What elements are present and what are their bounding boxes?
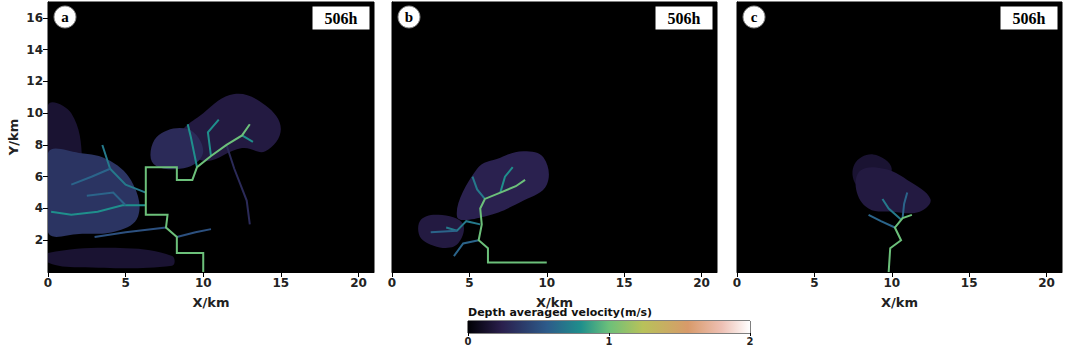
svg-text:10: 10 — [26, 106, 43, 120]
svg-text:5: 5 — [810, 276, 818, 290]
svg-text:b: b — [405, 9, 413, 25]
svg-text:1: 1 — [606, 336, 613, 347]
svg-text:506h: 506h — [668, 10, 701, 27]
svg-text:Y/km: Y/km — [6, 119, 21, 156]
svg-text:0: 0 — [733, 276, 741, 290]
svg-text:5: 5 — [121, 276, 129, 290]
svg-text:2: 2 — [35, 233, 43, 247]
svg-text:14: 14 — [26, 43, 43, 57]
svg-text:c: c — [751, 9, 758, 25]
svg-text:4: 4 — [35, 201, 43, 215]
svg-text:10: 10 — [195, 276, 212, 290]
svg-text:16: 16 — [26, 11, 43, 25]
svg-text:a: a — [61, 9, 69, 25]
svg-text:10: 10 — [538, 276, 555, 290]
svg-text:6: 6 — [35, 170, 43, 184]
svg-text:15: 15 — [961, 276, 978, 290]
svg-text:506h: 506h — [1013, 10, 1046, 27]
svg-text:X/km: X/km — [536, 295, 573, 310]
svg-text:5: 5 — [465, 276, 473, 290]
svg-text:20: 20 — [350, 276, 367, 290]
svg-text:0: 0 — [465, 336, 472, 347]
svg-text:8: 8 — [35, 138, 43, 152]
svg-text:Depth averaged velocity(m/s): Depth averaged velocity(m/s) — [468, 306, 653, 319]
svg-text:2: 2 — [747, 336, 754, 347]
svg-text:20: 20 — [693, 276, 710, 290]
svg-text:15: 15 — [616, 276, 633, 290]
svg-text:0: 0 — [44, 276, 52, 290]
svg-text:X/km: X/km — [193, 295, 230, 310]
svg-text:10: 10 — [883, 276, 900, 290]
svg-text:12: 12 — [26, 74, 43, 88]
svg-text:X/km: X/km — [881, 295, 918, 310]
svg-text:506h: 506h — [325, 10, 358, 27]
svg-text:15: 15 — [273, 276, 290, 290]
svg-text:0: 0 — [388, 276, 396, 290]
svg-text:20: 20 — [1038, 276, 1055, 290]
